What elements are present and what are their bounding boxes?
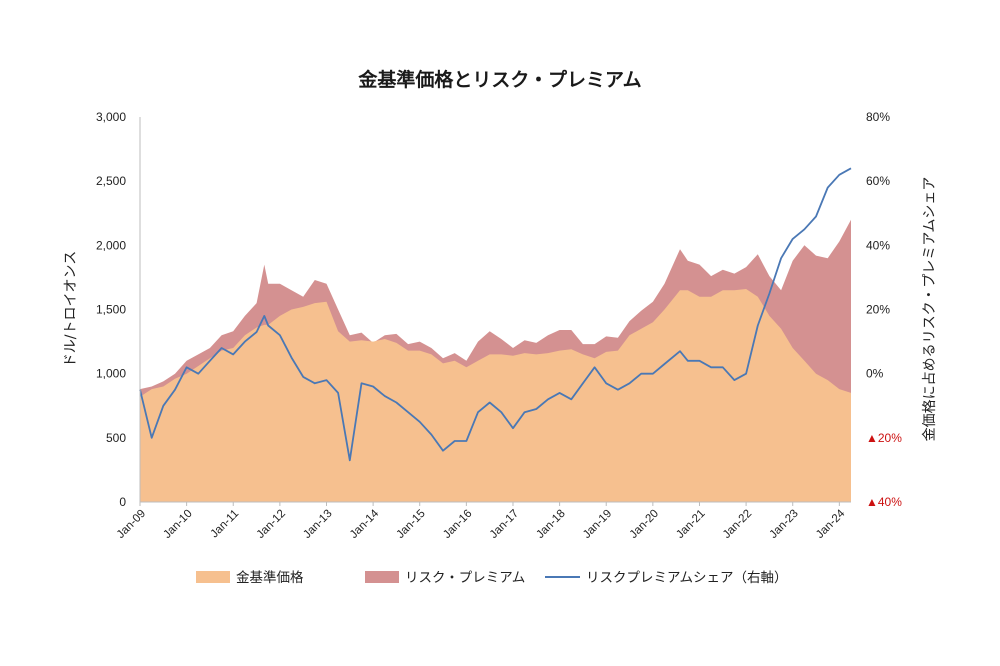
left-tick-label: 500: [106, 431, 126, 445]
legend-swatch-premium: [365, 571, 399, 583]
left-axis-ticks: 0 500 1,000 1,500 2,000 2,500 3,000: [96, 110, 126, 509]
axes: [139, 117, 851, 503]
left-tick-label: 0: [119, 495, 126, 509]
x-tick-label: Jan-18: [534, 508, 567, 541]
x-tick-label: Jan-16: [441, 508, 474, 541]
x-axis-ticks: Jan-09 Jan-10 Jan-11 Jan-12 Jan-13 Jan-14 Jan-…: [115, 502, 848, 541]
x-tick-label: Jan-14: [348, 507, 382, 541]
left-tick-label: 1,500: [96, 303, 126, 317]
x-tick-label: Jan-10: [161, 508, 194, 541]
x-tick-label: Jan-22: [721, 508, 754, 541]
plot-area: [139, 167, 852, 502]
right-tick-label: 60%: [866, 174, 890, 188]
x-tick-label: Jan-17: [488, 508, 521, 541]
x-tick-label: Jan-21: [674, 508, 707, 541]
x-tick-label: Jan-09: [115, 508, 148, 541]
left-axis-title: ドル/トロイオンス: [63, 251, 79, 367]
x-tick-label: Jan-15: [394, 508, 427, 541]
legend-swatch-base: [196, 571, 230, 583]
right-tick-label: ▲20%: [866, 431, 902, 445]
x-tick-label: Jan-12: [255, 508, 288, 541]
x-tick-label: Jan-23: [767, 508, 800, 541]
right-tick-label: 20%: [866, 303, 890, 317]
x-tick-label: Jan-13: [301, 508, 334, 541]
legend-label-premium: リスク・プレミアム: [405, 570, 525, 586]
left-tick-label: 1,000: [96, 367, 126, 381]
legend-label-base: 金基準価格: [236, 569, 304, 586]
left-tick-label: 3,000: [96, 110, 126, 124]
risk-premium-share-line: [139, 167, 852, 462]
legend: 金基準価格 リスク・プレミアム リスクプレミアムシェア（右軸）: [196, 569, 788, 586]
right-tick-label: 40%: [866, 238, 890, 252]
right-tick-label: 0%: [866, 367, 884, 381]
x-tick-label: Jan-19: [581, 508, 614, 541]
right-tick-label: 80%: [866, 110, 890, 124]
x-tick-label: Jan-20: [628, 508, 661, 541]
legend-label-share: リスクプレミアムシェア（右軸）: [586, 570, 788, 586]
right-axis-title: 金価格に占めるリスク・プレミアムシェア: [922, 177, 938, 442]
x-tick-label: Jan-11: [209, 508, 242, 541]
right-tick-label: ▲40%: [866, 495, 902, 509]
base-price-area: [140, 289, 851, 502]
x-tick-label: Jan-24: [814, 507, 848, 541]
chart-title: 金基準価格とリスク・プレミアム: [357, 68, 641, 91]
left-tick-label: 2,500: [96, 174, 126, 188]
right-axis-ticks: ▲40% ▲20% 0% 20% 40% 60% 80%: [866, 110, 902, 509]
left-tick-label: 2,000: [96, 238, 126, 252]
